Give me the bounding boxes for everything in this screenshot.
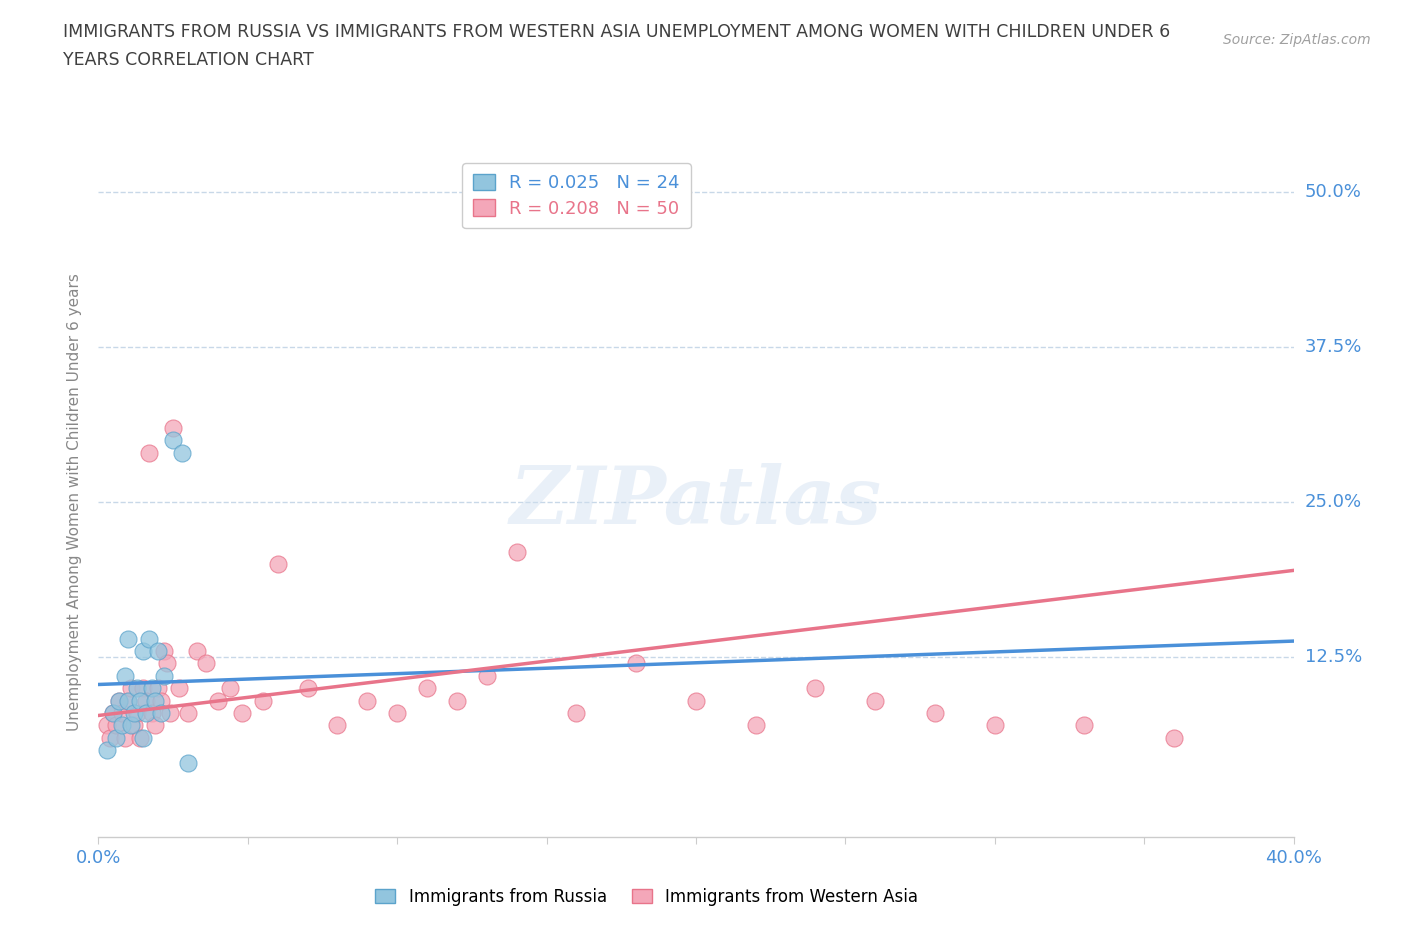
Point bbox=[124, 706, 146, 721]
Legend: Immigrants from Russia, Immigrants from Western Asia: Immigrants from Russia, Immigrants from … bbox=[368, 881, 925, 912]
Point bbox=[148, 681, 170, 696]
Text: 50.0%: 50.0% bbox=[1305, 183, 1361, 201]
Point bbox=[172, 445, 194, 460]
Point bbox=[177, 755, 200, 770]
Point bbox=[117, 693, 139, 708]
Point bbox=[252, 693, 274, 708]
Y-axis label: Unemployment Among Women with Children Under 6 years: Unemployment Among Women with Children U… bbox=[67, 273, 83, 731]
Point bbox=[1163, 730, 1185, 745]
Point bbox=[96, 718, 118, 733]
Point bbox=[117, 631, 139, 646]
Point bbox=[105, 730, 128, 745]
Point bbox=[143, 693, 166, 708]
Text: 12.5%: 12.5% bbox=[1305, 648, 1362, 666]
Point bbox=[186, 644, 208, 658]
Point bbox=[231, 706, 253, 721]
Point bbox=[924, 706, 946, 721]
Point bbox=[103, 706, 125, 721]
Point bbox=[297, 681, 319, 696]
Point bbox=[103, 706, 125, 721]
Point bbox=[565, 706, 588, 721]
Point bbox=[267, 557, 290, 572]
Point bbox=[865, 693, 887, 708]
Point bbox=[804, 681, 827, 696]
Point bbox=[120, 718, 142, 733]
Point bbox=[506, 544, 529, 559]
Point bbox=[105, 718, 128, 733]
Point bbox=[129, 693, 152, 708]
Point bbox=[141, 681, 163, 696]
Point bbox=[159, 706, 181, 721]
Point bbox=[446, 693, 468, 708]
Point bbox=[120, 681, 142, 696]
Point bbox=[117, 693, 139, 708]
Point bbox=[156, 656, 179, 671]
Text: ZIPatlas: ZIPatlas bbox=[510, 463, 882, 541]
Point bbox=[111, 706, 134, 721]
Text: 25.0%: 25.0% bbox=[1305, 493, 1362, 512]
Point bbox=[745, 718, 768, 733]
Point bbox=[326, 718, 349, 733]
Point bbox=[132, 644, 155, 658]
Legend: R = 0.025   N = 24, R = 0.208   N = 50: R = 0.025 N = 24, R = 0.208 N = 50 bbox=[463, 163, 690, 229]
Point bbox=[108, 693, 131, 708]
Point bbox=[1073, 718, 1095, 733]
Point bbox=[138, 631, 160, 646]
Point bbox=[141, 706, 163, 721]
Point bbox=[98, 730, 122, 745]
Point bbox=[153, 669, 176, 684]
Point bbox=[132, 681, 155, 696]
Text: IMMIGRANTS FROM RUSSIA VS IMMIGRANTS FROM WESTERN ASIA UNEMPLOYMENT AMONG WOMEN : IMMIGRANTS FROM RUSSIA VS IMMIGRANTS FRO… bbox=[63, 23, 1171, 41]
Point bbox=[416, 681, 439, 696]
Point bbox=[129, 730, 152, 745]
Point bbox=[219, 681, 242, 696]
Point bbox=[624, 656, 647, 671]
Point bbox=[150, 706, 173, 721]
Point bbox=[983, 718, 1005, 733]
Point bbox=[153, 644, 176, 658]
Point bbox=[96, 743, 118, 758]
Point bbox=[162, 432, 184, 447]
Point bbox=[385, 706, 409, 721]
Point bbox=[207, 693, 229, 708]
Point bbox=[124, 718, 146, 733]
Point bbox=[177, 706, 200, 721]
Point bbox=[132, 730, 155, 745]
Point bbox=[127, 706, 149, 721]
Point bbox=[356, 693, 378, 708]
Point bbox=[150, 693, 173, 708]
Point bbox=[143, 718, 166, 733]
Text: YEARS CORRELATION CHART: YEARS CORRELATION CHART bbox=[63, 51, 314, 69]
Point bbox=[167, 681, 190, 696]
Point bbox=[114, 730, 136, 745]
Point bbox=[475, 669, 498, 684]
Point bbox=[108, 693, 131, 708]
Point bbox=[148, 644, 170, 658]
Point bbox=[162, 420, 184, 435]
Point bbox=[685, 693, 707, 708]
Point bbox=[111, 718, 134, 733]
Point bbox=[138, 445, 160, 460]
Point bbox=[135, 693, 157, 708]
Point bbox=[194, 656, 218, 671]
Text: 37.5%: 37.5% bbox=[1305, 339, 1362, 356]
Point bbox=[114, 669, 136, 684]
Point bbox=[127, 681, 149, 696]
Text: Source: ZipAtlas.com: Source: ZipAtlas.com bbox=[1223, 33, 1371, 46]
Point bbox=[135, 706, 157, 721]
